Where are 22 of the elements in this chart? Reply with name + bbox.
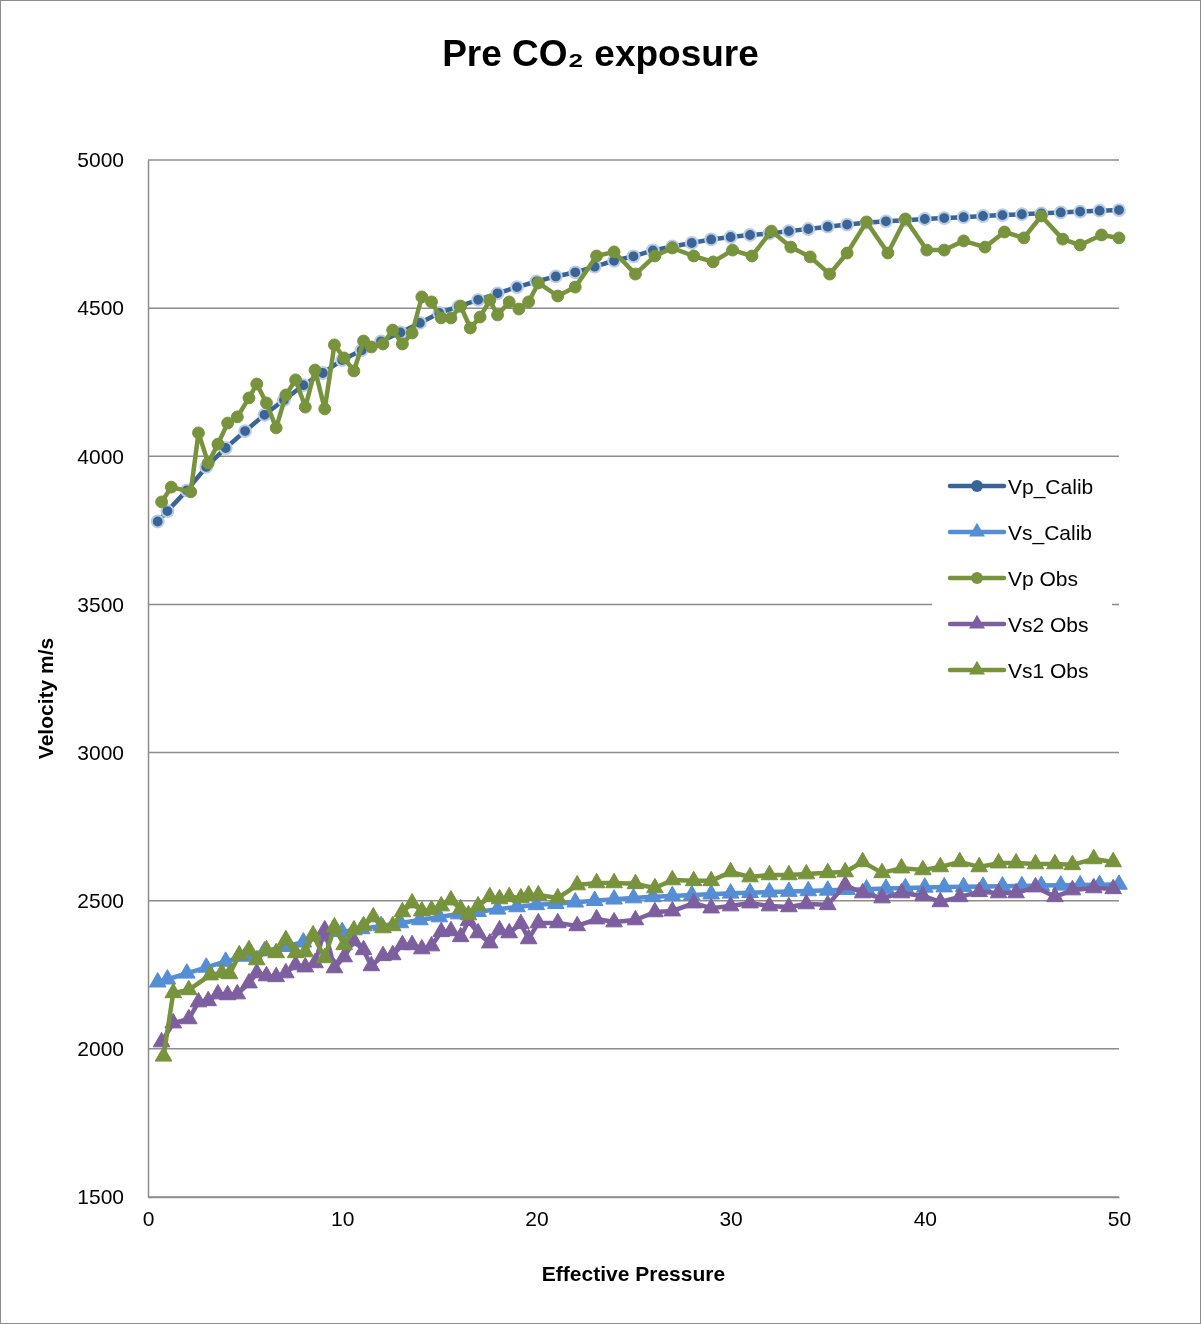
legend-label: Vs_Calib	[1008, 521, 1093, 545]
x-axis-title: Effective Pressure	[541, 1262, 726, 1285]
x-tick-label: 20	[525, 1206, 549, 1230]
y-tick-label: 1500	[77, 1185, 124, 1209]
legend-label: Vs1 Obs	[1008, 659, 1089, 682]
x-tick-label: 0	[142, 1206, 155, 1230]
y-tick-label: 4500	[77, 296, 124, 320]
y-tick-label: 2000	[77, 1037, 124, 1061]
y-tick-label: 3500	[77, 592, 124, 616]
x-tick-label: 50	[1107, 1206, 1132, 1230]
y-tick-label: 2500	[77, 888, 124, 912]
x-tick-label: 30	[719, 1206, 743, 1230]
x-tick-label: 40	[913, 1206, 937, 1230]
x-tick-label: 10	[331, 1206, 355, 1230]
chart-title: Pre CO₂ exposure	[442, 33, 759, 74]
y-tick-label: 3000	[77, 740, 124, 764]
legend-label: Vs2 Obs	[1008, 613, 1089, 636]
legend-label: Vp_Calib	[1008, 475, 1094, 499]
legend-label: Vp Obs	[1008, 567, 1079, 590]
y-tick-label: 5000	[77, 148, 124, 172]
y-tick-label: 4000	[77, 444, 124, 468]
y-axis-title: Velocity m/s	[34, 637, 57, 760]
